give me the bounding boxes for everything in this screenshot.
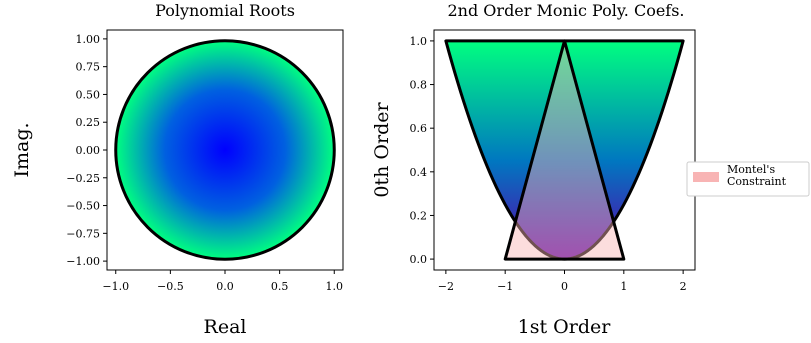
coef-ytick-label: 0.2 <box>410 209 428 222</box>
roots-title: Polynomial Roots <box>155 1 295 20</box>
roots-xtick-label: −0.5 <box>157 280 184 293</box>
roots-xtick-label: −1.0 <box>102 280 129 293</box>
roots-ytick-label: −0.75 <box>66 227 100 240</box>
coef-xtick-label: 1 <box>620 280 627 293</box>
roots-y-ticks: 1.00 0.75 0.50 0.25 0.00 −0.25 −0.50 −0.75 −1.00 <box>66 33 107 268</box>
roots-ytick-label: −0.50 <box>66 200 100 213</box>
coef-xtick-label: −2 <box>438 280 454 293</box>
legend-swatch <box>693 172 719 182</box>
coef-xlabel: 1st Order <box>518 316 612 338</box>
coef-xtick-label: 0 <box>561 280 568 293</box>
roots-ylabel: Imag. <box>11 122 33 177</box>
coef-y-ticks: 1.0 0.8 0.6 0.4 0.2 0.0 <box>410 35 434 266</box>
roots-xlabel: Real <box>204 316 247 338</box>
roots-panel: Polynomial Roots −1.0 −0.5 0.0 0.5 1.0 1.00 0… <box>11 1 344 338</box>
coef-ytick-label: 0.0 <box>410 253 428 266</box>
roots-xtick-label: 0.5 <box>271 280 289 293</box>
roots-ytick-label: 0.00 <box>76 144 101 157</box>
roots-ytick-label: −1.00 <box>66 255 100 268</box>
legend-frame <box>686 161 810 197</box>
roots-xtick-label: 0.0 <box>216 280 234 293</box>
roots-ytick-label: 0.50 <box>76 88 101 101</box>
coef-xtick-label: 2 <box>680 280 687 293</box>
coef-panel: 2nd Order Monic Poly. Coefs. −2 −1 0 1 2 1.0… <box>371 1 696 338</box>
roots-ytick-label: −0.25 <box>66 172 100 185</box>
coef-ytick-label: 0.6 <box>410 122 428 135</box>
roots-x-ticks: −1.0 −0.5 0.0 0.5 1.0 <box>102 270 343 293</box>
coef-ytick-label: 0.4 <box>410 166 428 179</box>
roots-ytick-label: 1.00 <box>76 33 101 46</box>
legend: Montel's Constraint <box>686 161 810 197</box>
coef-x-ticks: −2 −1 0 1 2 <box>438 270 687 293</box>
roots-ytick-label: 0.25 <box>76 116 101 129</box>
coef-ylabel: 0th Order <box>371 102 393 198</box>
coef-ytick-label: 1.0 <box>410 35 428 48</box>
montel-triangle <box>503 39 626 261</box>
roots-ytick-label: 0.75 <box>76 61 101 74</box>
legend-label: Montel's Constraint <box>727 163 787 188</box>
roots-xtick-label: 1.0 <box>326 280 344 293</box>
coef-title: 2nd Order Monic Poly. Coefs. <box>447 1 684 20</box>
legend-label-line: Montel's <box>727 163 775 176</box>
coef-xtick-label: −1 <box>497 280 513 293</box>
roots-unit-disk <box>114 39 336 261</box>
coef-ytick-label: 0.8 <box>410 79 428 92</box>
legend-label-line: Constraint <box>727 175 787 188</box>
